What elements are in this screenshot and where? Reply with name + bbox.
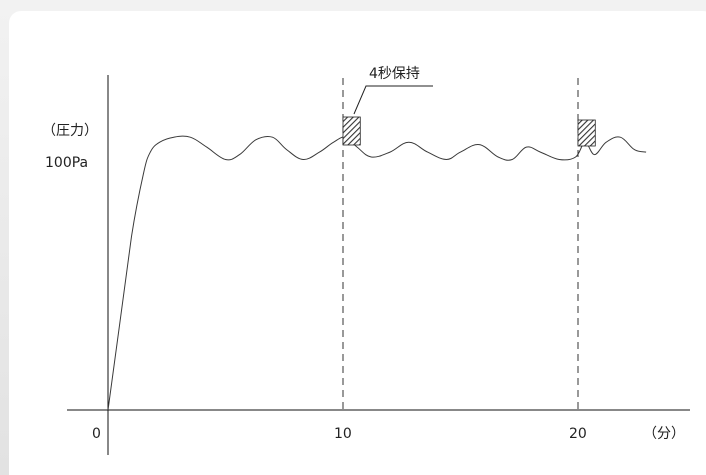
x-tick-label-20: 20: [569, 426, 587, 442]
x-tick-label-10: 10: [334, 426, 352, 442]
y-tick-label: 100Pa: [45, 155, 88, 171]
chart-panel: [9, 11, 706, 475]
x-axis-label: （分）: [643, 426, 685, 442]
y-axis-label: （圧力）: [42, 123, 98, 139]
hold-region-20min: [577, 119, 596, 147]
annotation-label: 4秒保持: [369, 66, 420, 82]
annotation-leader-line: [353, 85, 433, 115]
hold-region-10min: [342, 116, 361, 146]
pressure-curve: [107, 135, 647, 411]
x-tick-label-0: 0: [92, 426, 101, 442]
